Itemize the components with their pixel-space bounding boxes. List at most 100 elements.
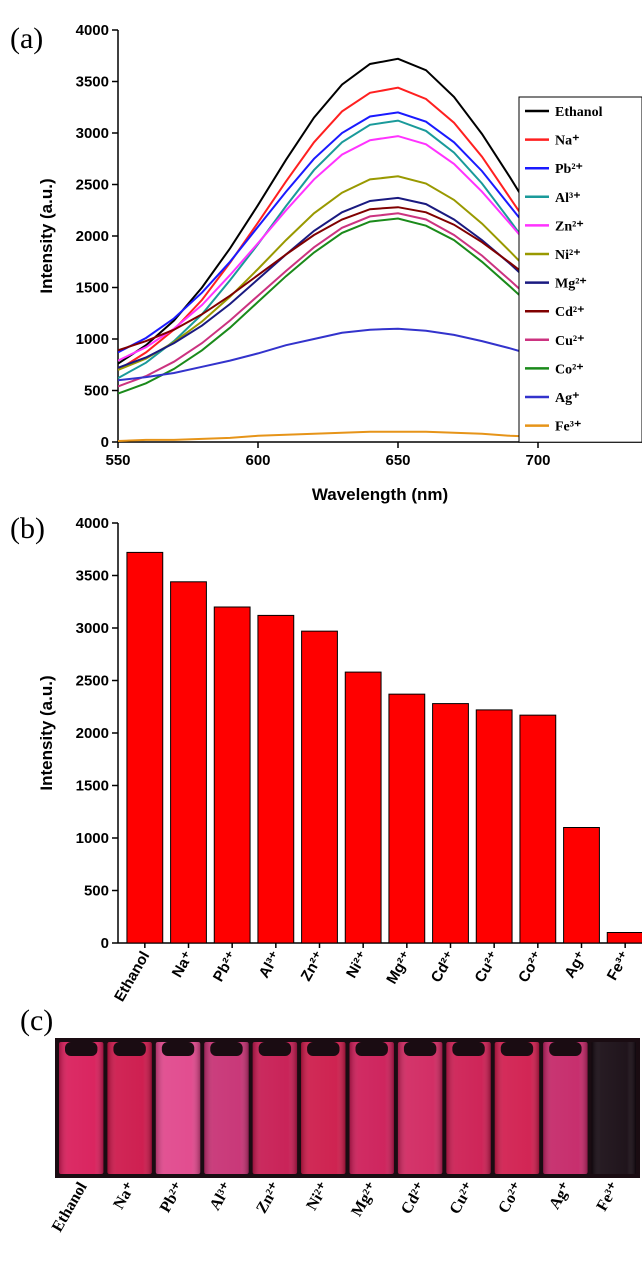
x-tick-label: Co²⁺	[515, 948, 546, 985]
cuvette-label: Ni²⁺	[303, 1180, 332, 1214]
legend-box	[518, 96, 642, 443]
bar	[606, 932, 642, 944]
y-tick-label: 500	[84, 383, 109, 400]
y-tick-label: 2500	[76, 177, 109, 194]
cuvette-meniscus	[113, 1042, 146, 1056]
cuvette-label: Mg²⁺	[348, 1180, 381, 1220]
y-tick-label: 4000	[76, 515, 109, 532]
bar	[432, 703, 469, 944]
cuvette-meniscus	[500, 1042, 534, 1056]
cuvette-meniscus	[161, 1042, 195, 1056]
x-tick-label: 600	[245, 452, 270, 469]
x-tick-label: Cd²⁺	[428, 948, 459, 985]
x-tick-label: Fe³⁺	[604, 948, 634, 983]
legend-label: Al³⁺	[555, 191, 581, 206]
legend-label: Cd²⁺	[555, 305, 584, 320]
bar	[344, 671, 382, 944]
cuvette-label: Co²⁺	[495, 1180, 526, 1217]
cuvette-label: Ethanol	[49, 1179, 91, 1235]
y-tick-label: 2500	[76, 673, 109, 690]
cuvette-meniscus	[307, 1042, 340, 1056]
bar	[257, 614, 295, 944]
y-tick-label: 0	[101, 434, 109, 451]
x-tick-label: Al³⁺	[256, 948, 285, 981]
y-tick-label: 500	[84, 883, 109, 900]
y-axis-title: Intensity (a.u.)	[37, 675, 56, 790]
photo-background	[55, 1038, 640, 1178]
bar	[563, 827, 600, 944]
y-tick-label: 1500	[76, 280, 109, 297]
bar	[170, 581, 207, 944]
y-tick-label: 3500	[76, 568, 109, 585]
y-tick-label: 2000	[76, 725, 109, 742]
cuvette-label: Fe³⁺	[593, 1180, 623, 1215]
x-tick-label: Ethanol	[111, 949, 153, 1005]
cuvette-shade	[591, 1042, 636, 1174]
panel-label: (a)	[10, 22, 43, 55]
x-tick-label: 700	[525, 452, 550, 469]
bar	[519, 714, 557, 944]
cuvette-label: Na⁺	[110, 1180, 139, 1213]
cuvette-meniscus	[549, 1042, 582, 1056]
x-tick-label: 550	[105, 452, 130, 469]
x-tick-label: Zn²⁺	[298, 948, 328, 984]
legend-label: Ethanol	[555, 105, 603, 120]
cuvette-shade	[349, 1042, 394, 1174]
legend-label: Mg²⁺	[555, 277, 587, 292]
legend-label: Zn²⁺	[555, 219, 584, 234]
y-tick-label: 3000	[76, 125, 109, 142]
y-axis-title: Intensity (a.u.)	[37, 178, 56, 293]
cuvette-shade	[252, 1042, 298, 1174]
cuvette-meniscus	[210, 1042, 243, 1056]
x-tick-label: Mg²⁺	[383, 948, 415, 987]
legend-label: Pb²⁺	[555, 162, 583, 177]
cuvette-shade	[543, 1042, 588, 1174]
cuvette-shade	[204, 1042, 249, 1174]
cuvette-shade	[446, 1042, 491, 1174]
panel-label: (b)	[10, 512, 45, 545]
cuvette-label: Cd²⁺	[398, 1180, 430, 1218]
cuvette-shade	[301, 1042, 346, 1174]
y-tick-label: 1000	[76, 830, 109, 847]
y-tick-label: 2000	[76, 228, 109, 245]
y-tick-label: 1500	[76, 778, 109, 795]
cuvette-meniscus	[355, 1042, 388, 1056]
cuvette-label: Al³⁺	[207, 1180, 236, 1214]
x-axis-title: Wavelength (nm)	[312, 485, 448, 504]
x-tick-label: Cu²⁺	[471, 948, 502, 985]
cuvette-label: Zn²⁺	[253, 1180, 284, 1217]
bar	[388, 693, 426, 944]
x-tick-label: Ag⁺	[561, 948, 590, 981]
x-tick-label: Pb²⁺	[210, 948, 241, 984]
y-tick-label: 3000	[76, 620, 109, 637]
x-tick-label: Ni²⁺	[343, 948, 372, 981]
y-tick-label: 0	[101, 935, 109, 952]
cuvette-meniscus	[452, 1042, 485, 1056]
legend-label: Co²⁺	[555, 362, 584, 377]
x-tick-label: 650	[385, 452, 410, 469]
panel-label: (c)	[20, 1004, 53, 1037]
cuvette-shade	[59, 1042, 104, 1174]
legend-label: Cu²⁺	[555, 334, 584, 349]
legend-label: Ni²⁺	[555, 248, 581, 263]
bar	[213, 606, 251, 944]
cuvette-shade	[155, 1042, 201, 1174]
cuvette-label: Ag⁺	[546, 1180, 575, 1213]
x-tick-label: Na⁺	[169, 948, 197, 980]
cuvette-meniscus	[258, 1042, 292, 1056]
legend-label: Ag⁺	[555, 391, 580, 406]
y-tick-label: 4000	[76, 22, 109, 39]
cuvette-shade	[107, 1042, 152, 1174]
bar	[301, 630, 338, 944]
cuvette-label: Pb²⁺	[157, 1180, 188, 1216]
cuvette-shade	[494, 1042, 540, 1174]
cuvette-meniscus	[65, 1042, 98, 1056]
legend-label: Fe³⁺	[555, 420, 581, 435]
legend-label: Na⁺	[555, 134, 580, 149]
bar	[126, 551, 164, 944]
bar	[475, 709, 513, 944]
y-tick-label: 1000	[76, 331, 109, 348]
cuvette-label: Cu²⁺	[446, 1180, 478, 1218]
y-tick-label: 3500	[76, 74, 109, 91]
cuvette-meniscus	[403, 1042, 437, 1056]
